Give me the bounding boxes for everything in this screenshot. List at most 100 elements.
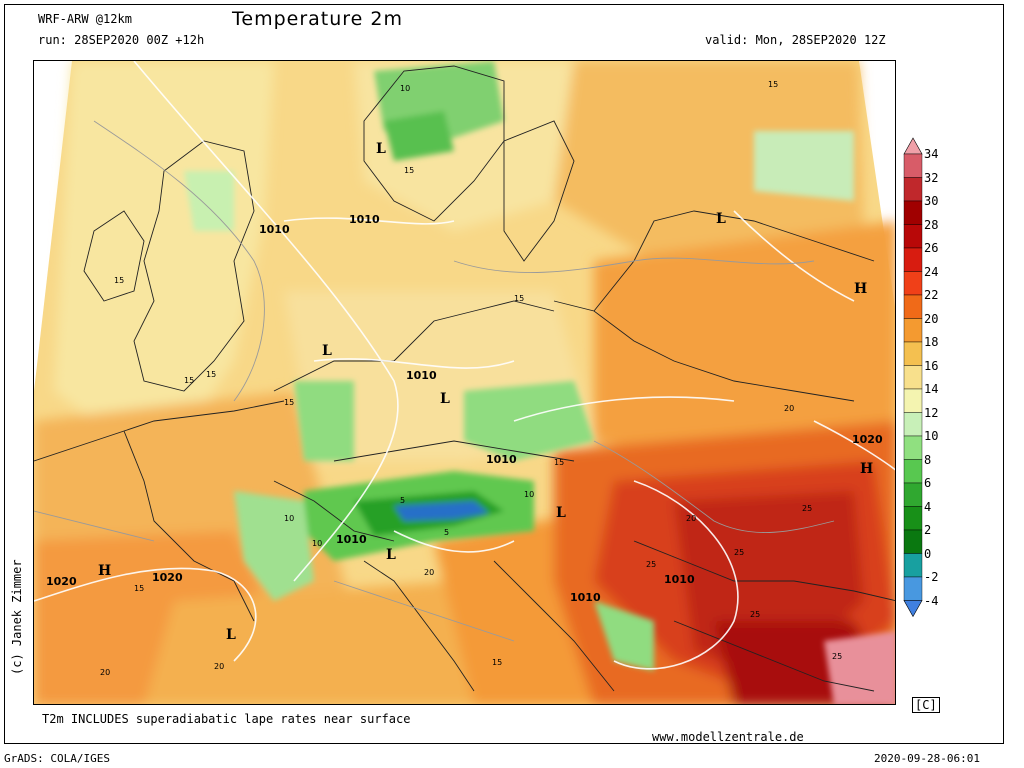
legend-tick-label: 2 [924, 523, 932, 537]
legend-tick-label: 30 [924, 194, 939, 208]
website-link[interactable]: www.modellzentrale.de [652, 730, 804, 744]
low-pressure-center: L [440, 391, 450, 407]
legend-tick-label: 34 [924, 147, 939, 161]
pressure-label: 1020 [152, 571, 183, 584]
isotherm-label: 15 [184, 376, 194, 385]
legend-arrow-bottom [903, 600, 923, 618]
legend-tick-label: 16 [924, 358, 939, 373]
run-label: run: 28SEP2020 00Z +12h [38, 33, 205, 47]
isotherm-label: 15 [768, 80, 778, 89]
legend-tick-label: 8 [924, 452, 932, 467]
color-legend [903, 137, 923, 618]
high-pressure-center: H [860, 461, 873, 477]
legend-tick-label: 28 [924, 217, 939, 232]
legend-swatch [903, 341, 923, 366]
isotherm-label: 15 [284, 398, 294, 407]
isotherm-label: 20 [214, 662, 224, 671]
legend-tick-label: -2 [924, 570, 939, 584]
legend-tick-label: 6 [924, 476, 932, 490]
legend-swatch [903, 365, 923, 390]
legend-swatch [903, 177, 923, 202]
pressure-label: 1020 [46, 575, 77, 588]
temperature-map: 1010 1010 1010 1010 1010 1010 1010 1020 … [33, 60, 896, 705]
isotherm-label: 20 [100, 668, 110, 677]
low-pressure-center: L [556, 505, 566, 521]
isotherm-label: 15 [114, 276, 124, 285]
pressure-label: 1010 [349, 213, 380, 226]
map-title: Temperature 2m [232, 8, 403, 30]
model-label: WRF-ARW @12km [38, 12, 132, 26]
legend-tick-label: 14 [924, 382, 939, 396]
legend-tick-label: 12 [924, 405, 939, 420]
legend-swatch [903, 435, 923, 460]
pressure-label: 1010 [570, 591, 601, 604]
low-pressure-center: L [376, 141, 386, 157]
legend-swatch [903, 271, 923, 296]
software-credit: GrADS: COLA/IGES [4, 752, 110, 765]
isotherm-label: 25 [802, 504, 812, 513]
chart-frame [4, 4, 1004, 744]
pressure-label: 1010 [259, 223, 290, 236]
legend-swatch [903, 412, 923, 437]
legend-arrow-top [903, 137, 923, 155]
isotherm-label: 10 [524, 490, 534, 499]
isotherm-label: 20 [784, 404, 794, 413]
legend-swatch [903, 576, 923, 601]
legend-tick-label: 32 [924, 170, 939, 185]
low-pressure-center: L [226, 627, 236, 643]
generated-timestamp: 2020-09-28-06:01 [874, 752, 980, 765]
legend-tick-label: 0 [924, 546, 932, 561]
pressure-label: 1010 [336, 533, 367, 546]
legend-swatch [903, 529, 923, 554]
valid-time-label: valid: Mon, 28SEP2020 12Z [705, 33, 886, 47]
isotherm-label: 20 [424, 568, 434, 577]
legend-swatch [903, 153, 923, 178]
isotherm-label: 5 [400, 496, 405, 505]
isotherm-label: 10 [400, 84, 410, 93]
pressure-label: 1010 [664, 573, 695, 586]
isotherm-label: 25 [646, 560, 656, 569]
isotherm-label: 15 [514, 294, 524, 303]
isotherm-label: 5 [444, 528, 449, 537]
legend-swatch [903, 482, 923, 507]
low-pressure-center: L [386, 547, 396, 563]
legend-tick-label: 10 [924, 429, 939, 443]
legend-swatch [903, 388, 923, 413]
isotherm-label: 15 [134, 584, 144, 593]
isotherm-label: 15 [404, 166, 414, 175]
legend-swatch [903, 247, 923, 272]
legend-tick-label: 4 [924, 499, 932, 514]
isotherm-label: 15 [554, 458, 564, 467]
isotherm-label: 20 [686, 514, 696, 523]
legend-swatch [903, 459, 923, 484]
high-pressure-center: H [854, 281, 867, 297]
author-credit: (c) Janek Zimmer [10, 559, 24, 675]
isotherm-label: 15 [206, 370, 216, 379]
legend-tick-label: 24 [924, 264, 939, 279]
legend-swatch [903, 200, 923, 225]
legend-tick-label: 22 [924, 288, 939, 302]
unit-label: [C] [912, 697, 940, 713]
pressure-label: 1020 [852, 433, 883, 446]
isotherm-label: 25 [832, 652, 842, 661]
pressure-label: 1010 [486, 453, 517, 466]
footnote: T2m INCLUDES superadiabatic lape rates n… [42, 712, 411, 726]
legend-swatch [903, 553, 923, 578]
isotherm-label: 25 [750, 610, 760, 619]
isotherm-label: 25 [734, 548, 744, 557]
high-pressure-center: H [98, 563, 111, 579]
legend-tick-label: -4 [924, 593, 939, 608]
isotherm-label: 10 [284, 514, 294, 523]
legend-tick-label: 26 [924, 241, 939, 255]
low-pressure-center: L [322, 343, 332, 359]
isotherm-label: 10 [312, 539, 322, 548]
pressure-label: 1010 [406, 369, 437, 382]
legend-swatch [903, 224, 923, 249]
legend-swatch [903, 318, 923, 343]
isotherm-label: 15 [492, 658, 502, 667]
legend-tick-label: 18 [924, 335, 939, 349]
low-pressure-center: L [716, 211, 726, 227]
legend-tick-label: 20 [924, 311, 939, 326]
legend-swatch [903, 294, 923, 319]
map-canvas: 1010 1010 1010 1010 1010 1010 1010 1020 … [34, 61, 895, 704]
